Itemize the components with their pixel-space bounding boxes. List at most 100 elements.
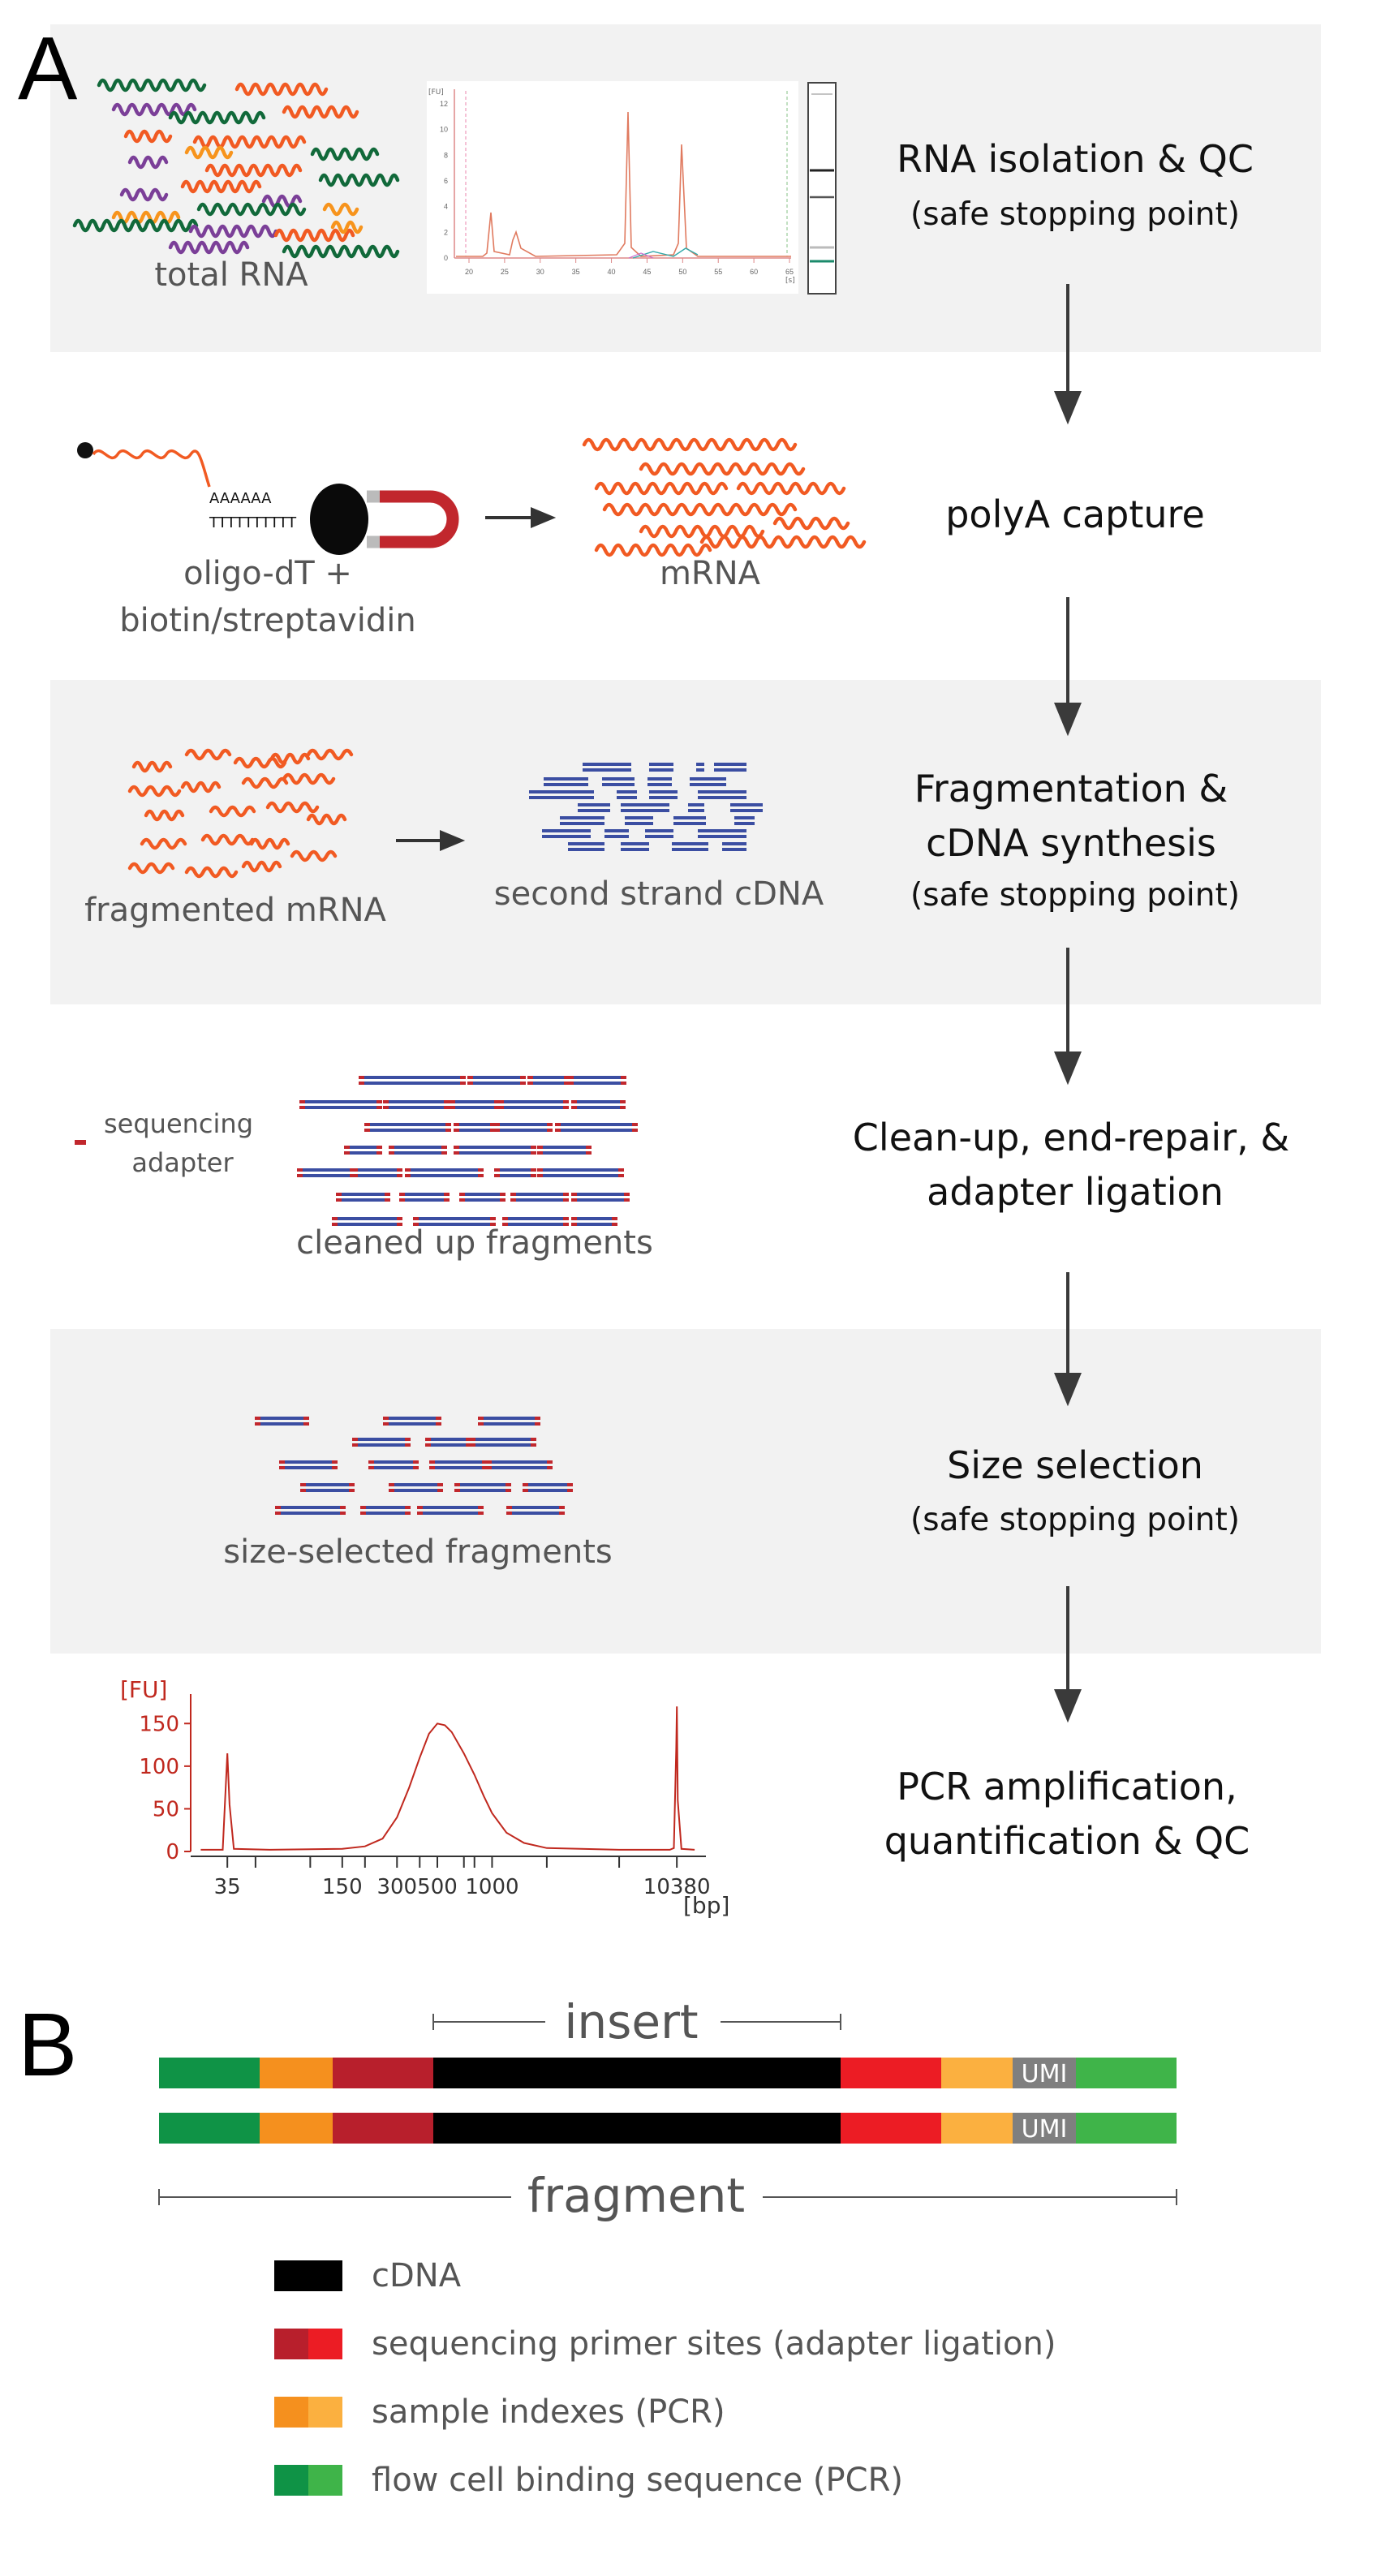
bioanalyzer-x-tick: 25 bbox=[501, 268, 509, 276]
adapter-ligated-fragment bbox=[555, 1123, 638, 1132]
fragment-bracket bbox=[158, 2189, 1177, 2205]
adapter-ligated-fragment bbox=[454, 1146, 536, 1155]
size-selected-fragment bbox=[275, 1506, 346, 1515]
mrna-fragment bbox=[265, 801, 320, 814]
bioanalyzer-x-tick: 60 bbox=[750, 268, 758, 276]
bioanalyzer-x-unit: [s] bbox=[785, 277, 795, 285]
rna-strand bbox=[273, 228, 355, 243]
cdna-fragment bbox=[672, 842, 708, 851]
mrna-strand bbox=[594, 481, 729, 496]
rna-strand bbox=[119, 187, 169, 202]
fragmented-mrna-illustration bbox=[127, 748, 354, 879]
adapter-ligated-fragment bbox=[413, 1217, 496, 1226]
legend: cDNA sequencing primer sites (adapter lig… bbox=[274, 2257, 1056, 2499]
mrna-strand bbox=[699, 535, 867, 549]
rna-strand bbox=[322, 202, 359, 217]
fragment-segment bbox=[841, 2113, 941, 2144]
bioanalyzer-y-tick: 0 bbox=[444, 254, 448, 262]
adapter-ligated-fragment bbox=[571, 1217, 617, 1226]
bioanalyzer-x-tick: 45 bbox=[643, 268, 651, 276]
cdna-fragment bbox=[568, 842, 604, 851]
bioanalyzer-y-tick: 2 bbox=[444, 228, 448, 236]
step-title-cleanup-l1: Clean-up, end-repair, & bbox=[853, 1116, 1289, 1159]
magnet-icon bbox=[367, 490, 459, 548]
cdna-synthesis-arrow bbox=[396, 830, 466, 851]
cdna-fragment bbox=[604, 829, 629, 838]
step-title-polya-capture: polyA capture bbox=[945, 492, 1205, 536]
step-title-pcr-l1: PCR amplification, bbox=[897, 1765, 1237, 1808]
chart-x-tick-label: 10380 bbox=[643, 1875, 711, 1899]
polya-tail: AAAAAA bbox=[209, 490, 272, 507]
step-title-fragmentation-l2: cDNA synthesis bbox=[926, 821, 1216, 865]
cdna-fragment bbox=[714, 763, 746, 772]
adapter-ligated-fragment bbox=[498, 1100, 569, 1109]
size-selected-fragment bbox=[470, 1438, 536, 1447]
umi-label: UMI bbox=[1022, 2060, 1068, 2088]
legend-label: cDNA bbox=[372, 2257, 462, 2294]
adapter-ligated-fragment bbox=[299, 1100, 382, 1109]
size-selected-fragment bbox=[368, 1460, 419, 1469]
mrna-strand bbox=[582, 437, 798, 452]
adapter-ligated-fragment bbox=[494, 1168, 536, 1177]
size-selected-fragment bbox=[383, 1417, 441, 1426]
step-title-cleanup-l2: adapter ligation bbox=[927, 1170, 1224, 1214]
oligo-label-line1: oligo-dT + bbox=[183, 555, 352, 592]
fragment-segment bbox=[841, 2058, 941, 2088]
rna-strand bbox=[330, 220, 364, 234]
adapter-ligated-fragment bbox=[297, 1168, 355, 1177]
rna-strand bbox=[111, 102, 197, 117]
adapter-ligated-fragment bbox=[364, 1123, 451, 1132]
size-selected-fragment bbox=[360, 1506, 411, 1515]
size-selected-fragment bbox=[523, 1483, 573, 1492]
step-panel-size-selection bbox=[50, 1329, 1321, 1654]
biotin-dot bbox=[77, 442, 93, 458]
rna-strand bbox=[234, 82, 329, 97]
cdna-fragment bbox=[698, 829, 746, 838]
bioanalyzer-y-tick: 10 bbox=[440, 126, 448, 134]
adapter-ligated-fragment bbox=[568, 1076, 626, 1085]
chart-x-tick-label: 1000 bbox=[465, 1875, 518, 1899]
total-rna-illustration bbox=[72, 78, 400, 259]
adapter-ligated-fragment bbox=[389, 1146, 447, 1155]
insert-label: insert bbox=[564, 1994, 698, 2049]
adapter-ligated-fragment bbox=[571, 1100, 626, 1109]
mrna-illustration bbox=[582, 437, 867, 557]
size-selected-fragment bbox=[506, 1506, 565, 1515]
legend-swatch bbox=[274, 2260, 308, 2291]
adapter-ligated-fragment bbox=[383, 1100, 450, 1109]
chart-x-tick-label: 35 bbox=[214, 1875, 241, 1899]
rna-strand bbox=[261, 194, 303, 209]
mrna-fragment bbox=[306, 748, 354, 761]
cdna-fragment bbox=[602, 777, 635, 786]
umi-label: UMI bbox=[1022, 2115, 1068, 2144]
second-strand-cdna-illustration bbox=[529, 763, 763, 851]
bioanalyzer-x-tick: 20 bbox=[465, 268, 473, 276]
fragment-segment bbox=[1013, 2113, 1076, 2144]
adapter-ligated-fragment bbox=[502, 1217, 569, 1226]
bioanalyzer-x-tick: 40 bbox=[608, 268, 616, 276]
size-selected-fragment bbox=[425, 1438, 471, 1447]
gel-lane bbox=[807, 82, 837, 295]
rna-strand bbox=[97, 78, 207, 92]
mrna-fragment bbox=[200, 833, 255, 846]
bioanalyzer-y-unit: [FU] bbox=[428, 88, 444, 97]
bioanalyzer-x-tick: 50 bbox=[678, 268, 686, 276]
cdna-fragment bbox=[625, 816, 653, 825]
mrna-strand bbox=[602, 502, 798, 517]
fragment-segment bbox=[1013, 2058, 1076, 2088]
bioanalyzer-y-tick: 4 bbox=[444, 203, 448, 211]
rna-strand bbox=[192, 135, 307, 149]
size-selected-fragment bbox=[478, 1417, 540, 1426]
adapter-label-line1: sequencing bbox=[104, 1108, 253, 1139]
size-selected-fragment bbox=[255, 1417, 309, 1426]
fragment-segment bbox=[941, 2058, 1013, 2088]
mrna-fragment bbox=[282, 772, 336, 785]
step-note-rna-isolation: (safe stopping point) bbox=[910, 196, 1240, 233]
total-rna-label: total RNA bbox=[154, 256, 308, 294]
cdna-fragment bbox=[649, 790, 678, 799]
cdna-fragment bbox=[688, 803, 704, 812]
step-note-size-selection: (safe stopping point) bbox=[910, 1502, 1240, 1538]
chart-x-tick-label: 500 bbox=[417, 1875, 458, 1899]
cleaned-fragments-illustration bbox=[297, 1076, 638, 1226]
cdna-fragment bbox=[617, 790, 637, 799]
